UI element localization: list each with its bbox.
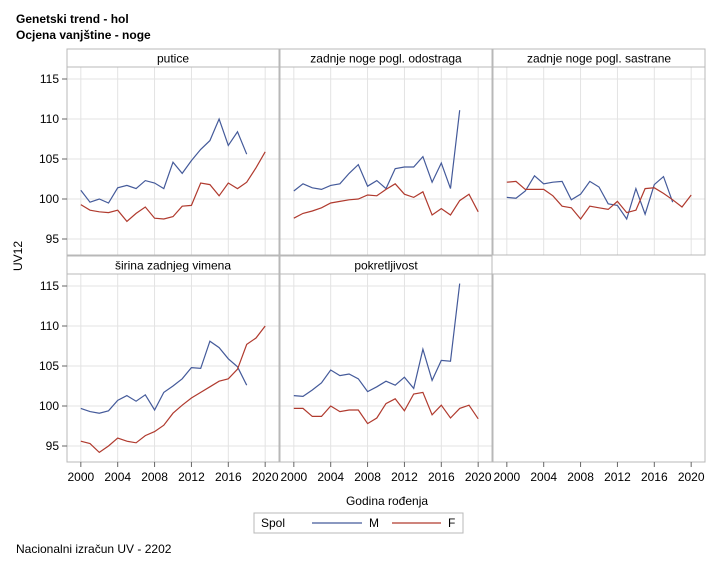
panel-title: pokretljivost bbox=[354, 259, 418, 273]
panel-title: putice bbox=[157, 52, 189, 66]
x-axis-title: Godina rođenja bbox=[346, 494, 428, 508]
x-tick-label: 2016 bbox=[641, 470, 668, 484]
x-tick-label: 2016 bbox=[215, 470, 242, 484]
panel-title: zadnje noge pogl. odostraga bbox=[310, 52, 462, 66]
series-line-M bbox=[80, 340, 248, 414]
y-tick-label: 95 bbox=[46, 232, 60, 246]
series-line-F bbox=[293, 391, 479, 425]
x-tick-label: 2020 bbox=[678, 470, 705, 484]
legend-label-M: M bbox=[369, 516, 379, 530]
panel-frame bbox=[492, 66, 706, 256]
panel-frame bbox=[279, 66, 493, 256]
y-tick-label: 110 bbox=[40, 112, 59, 126]
x-tick-label: 2000 bbox=[493, 470, 520, 484]
panel-frame bbox=[279, 273, 493, 463]
series-line-M bbox=[80, 117, 248, 204]
y-tick-label: 95 bbox=[46, 439, 60, 453]
x-tick-label: 2012 bbox=[391, 470, 418, 484]
chart-title: Genetski trend - hol bbox=[16, 12, 129, 26]
x-tick-label: 2012 bbox=[604, 470, 631, 484]
x-tick-label: 2020 bbox=[252, 470, 279, 484]
y-axis-title: UV12 bbox=[11, 241, 25, 271]
series-line-F bbox=[506, 180, 692, 220]
series-line-F bbox=[80, 151, 266, 223]
x-tick-label: 2000 bbox=[280, 470, 307, 484]
x-tick-label: 2008 bbox=[141, 470, 168, 484]
legend-title: Spol bbox=[261, 516, 285, 530]
y-tick-label: 105 bbox=[39, 359, 59, 373]
x-tick-label: 2004 bbox=[104, 470, 131, 484]
series-line-M bbox=[293, 110, 461, 192]
footnote: Nacionalni izračun UV - 2202 bbox=[16, 542, 172, 556]
panel-frame bbox=[66, 273, 280, 463]
y-tick-label: 115 bbox=[40, 72, 59, 86]
chart-subtitle: Ocjena vanjštine - noge bbox=[16, 28, 151, 42]
y-tick-label: 100 bbox=[39, 192, 59, 206]
x-tick-label: 2012 bbox=[178, 470, 205, 484]
series-line-F bbox=[80, 325, 266, 454]
y-tick-label: 115 bbox=[40, 279, 59, 293]
y-tick-label: 105 bbox=[39, 152, 59, 166]
series-line-M bbox=[293, 283, 461, 398]
x-tick-label: 2004 bbox=[317, 470, 344, 484]
y-tick-label: 110 bbox=[40, 319, 59, 333]
series-line-F bbox=[293, 183, 479, 219]
x-tick-label: 2020 bbox=[465, 470, 492, 484]
x-tick-label: 2016 bbox=[428, 470, 455, 484]
x-tick-label: 2000 bbox=[67, 470, 94, 484]
x-tick-label: 2004 bbox=[530, 470, 557, 484]
legend-label-F: F bbox=[448, 516, 455, 530]
x-tick-label: 2008 bbox=[567, 470, 594, 484]
y-tick-label: 100 bbox=[39, 399, 59, 413]
x-tick-label: 2008 bbox=[354, 470, 381, 484]
panel-title: zadnje noge pogl. sastrane bbox=[527, 52, 671, 66]
series-line-M bbox=[506, 174, 674, 221]
panel-frame bbox=[492, 273, 706, 463]
panel-frame bbox=[66, 66, 280, 256]
panel-title: širina zadnjeg vimena bbox=[115, 259, 231, 273]
